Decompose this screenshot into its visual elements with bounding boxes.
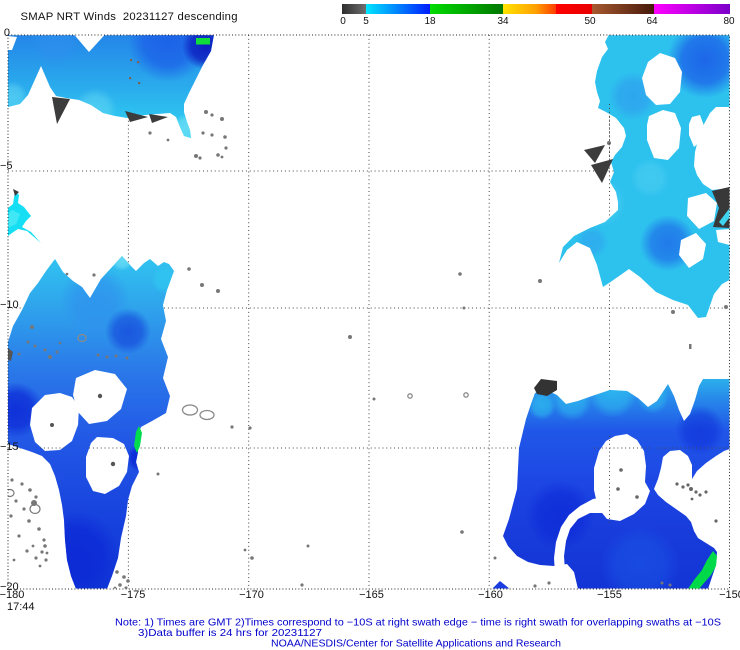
svg-text:0: 0 (340, 16, 346, 27)
svg-text:−165: −165 (359, 589, 384, 601)
svg-text:NOAA/NESDIS/Center for Satelli: NOAA/NESDIS/Center for Satellite Applica… (271, 639, 561, 650)
svg-text:5: 5 (363, 16, 369, 27)
svg-text:−155: −155 (597, 589, 622, 601)
svg-text:Note: 1) Times are GMT 2)Times: Note: 1) Times are GMT 2)Times correspon… (115, 618, 721, 629)
svg-text:−15: −15 (0, 441, 19, 453)
svg-text:3)Data buffer is 24 hrs for 20: 3)Data buffer is 24 hrs for 20231127 (138, 628, 322, 639)
svg-text:−10: −10 (0, 299, 19, 311)
svg-text:0: 0 (4, 27, 10, 39)
svg-text:64: 64 (646, 16, 658, 27)
svg-text:−5: −5 (0, 160, 13, 172)
svg-text:17:44: 17:44 (7, 601, 35, 613)
svg-text:SMAP NRT Winds 20231127 desce: SMAP NRT Winds 20231127 descending (21, 11, 238, 23)
svg-text:−20: −20 (0, 581, 19, 593)
svg-text:34: 34 (497, 16, 509, 27)
svg-text:−175: −175 (121, 589, 146, 601)
svg-text:−170: −170 (239, 589, 264, 601)
svg-text:80: 80 (723, 16, 735, 27)
svg-text:−150: −150 (719, 589, 740, 601)
svg-text:−180: −180 (0, 589, 24, 601)
svg-text:18: 18 (424, 16, 436, 27)
svg-text:50: 50 (584, 16, 596, 27)
svg-text:−160: −160 (478, 589, 503, 601)
